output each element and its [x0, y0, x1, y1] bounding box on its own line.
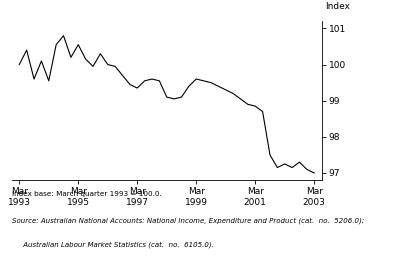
Text: Australian Labour Market Statistics (cat.  no.  6105.0).: Australian Labour Market Statistics (cat… — [12, 241, 214, 248]
Text: Source: Australian National Accounts: National Income, Expenditure and Product (: Source: Australian National Accounts: Na… — [12, 217, 364, 224]
Text: Index base: March quarter 1993 = 100.0.: Index base: March quarter 1993 = 100.0. — [12, 191, 162, 197]
Text: Index: Index — [326, 2, 351, 11]
